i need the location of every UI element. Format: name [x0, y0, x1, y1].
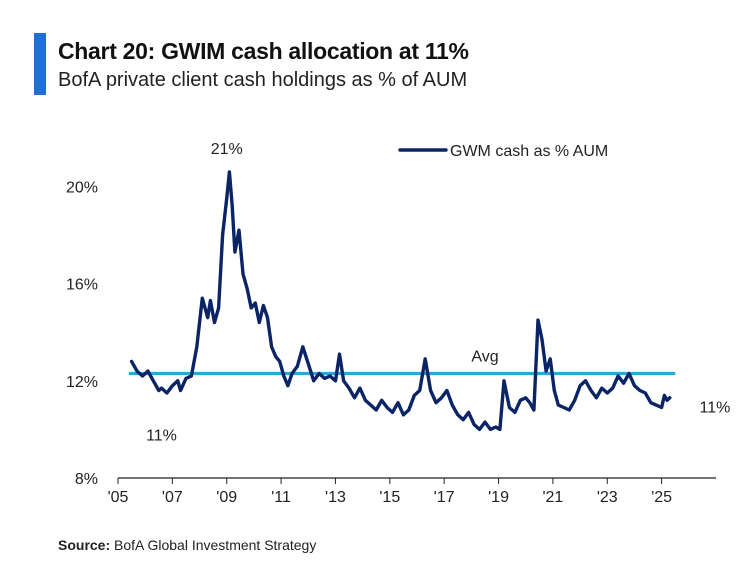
x-tick-label: '05: [108, 489, 129, 506]
y-axis-ticks: 8% 12% 16% 20%: [66, 179, 98, 488]
average-label: Avg: [471, 349, 498, 366]
x-tick-label: '19: [488, 489, 509, 506]
annotations: 21% 11% 11%: [146, 141, 730, 444]
chart-title: Chart 20: GWIM cash allocation at 11%: [58, 38, 469, 64]
x-tick-label: '09: [216, 489, 237, 506]
line-chart: 8%12%16%20% '05'07'09'11'13'15'17'19'21 '…: [66, 141, 730, 506]
series-line-gwm-cash: [129, 170, 672, 432]
x-axis-ticks: '05 '07 '09 '11 '13 '15 '17 '19 '21 '23 '25: [108, 478, 672, 506]
legend: GWM cash as % AUM: [398, 143, 608, 160]
x-tick-label: '15: [379, 489, 400, 506]
annotation-label: 21%: [211, 141, 243, 158]
source-note: Source: BofA Global Investment Strategy: [58, 537, 316, 553]
x-tick-label: '23: [597, 489, 618, 506]
source-text: BofA Global Investment Strategy: [114, 537, 317, 553]
y-tick-label: 8%: [75, 471, 98, 488]
x-tick-label: '21: [542, 489, 563, 506]
y-tick-label: 12%: [66, 374, 98, 391]
title-accent-bar: [34, 33, 46, 95]
x-tick-label: '11: [271, 489, 291, 506]
legend-label: GWM cash as % AUM: [450, 143, 608, 160]
y-tick-label: 20%: [66, 179, 98, 196]
source-label: Source:: [58, 537, 111, 553]
annotation-label: 11%: [700, 399, 731, 416]
x-tick-label: '07: [162, 489, 183, 506]
chart-subtitle: BofA private client cash holdings as % o…: [58, 69, 468, 91]
annotation-label: 11%: [146, 427, 177, 444]
x-tick-label: '13: [325, 489, 346, 506]
y-tick-label: 16%: [66, 277, 98, 294]
x-tick-label: '25: [651, 489, 672, 506]
x-tick-label: '17: [434, 489, 455, 506]
